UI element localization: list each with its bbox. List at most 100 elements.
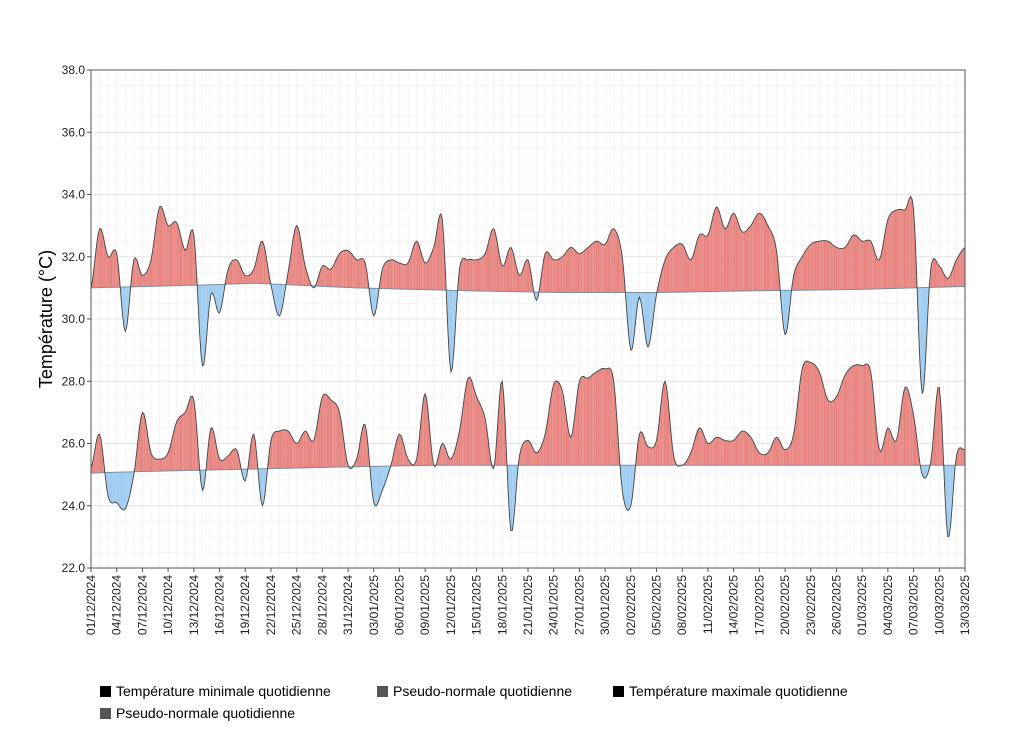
tmax-above-fill [599,242,601,293]
tmax-above-fill [796,263,798,291]
tmax-above-fill [250,271,253,284]
tmax-above-fill [687,256,690,292]
legend-label-max: Température maximale quotidienne [629,683,848,699]
chart-legend: Température minimale quotidienne Pseudo-… [100,683,980,727]
tmin-above-fill [880,448,883,466]
tmin-above-fill [736,435,738,466]
tmax-above-fill [256,252,259,284]
tmax-above-fill [693,248,696,292]
tmax-above-fill [403,264,406,290]
tmax-above-fill [260,241,263,284]
tmin-above-fill [779,440,781,466]
tmin-above-fill [613,381,616,466]
tmin-above-fill [695,433,697,466]
tmax-above-fill [826,240,828,290]
tmax-above-fill [490,229,493,292]
tmax-above-fill [805,249,807,291]
tmax-above-fill [606,238,608,293]
tmin-below-fill [130,471,133,490]
tmin-above-fill [519,449,521,466]
legend-label-normal-1: Pseudo-normale quotidienne [393,683,573,699]
tmax-above-fill [696,238,698,292]
tmin-below-fill [259,468,261,501]
tmax-above-fill [495,232,497,292]
tmin-above-fill [603,368,606,466]
tmax-above-fill [827,241,830,290]
tmax-above-fill [843,247,846,290]
tmax-above-fill [296,225,299,286]
tmin-above-fill [849,367,851,466]
tmax-above-fill [150,252,153,287]
tmin-above-fill [233,448,236,470]
tmax-above-fill [859,238,861,290]
tmin-above-fill [837,390,840,466]
tmin-above-fill [322,394,324,468]
tmax-above-fill [577,253,580,293]
tmax-below-fill [219,284,221,313]
tmax-above-fill [725,227,727,292]
tmin-above-fill [783,448,786,466]
tmin-above-fill [290,435,293,469]
tmax-above-fill [426,261,429,290]
tmin-above-fill [460,412,463,466]
tmin-above-fill [313,435,316,468]
tmin-below-fill [925,465,927,479]
tmax-above-fill [566,249,568,293]
tmin-above-fill [252,434,254,470]
tmax-above-fill [706,234,708,292]
tmin-above-fill [587,377,590,466]
tmin-above-fill [785,449,787,466]
tmin-below-fill [512,465,514,531]
tmax-above-fill [867,240,870,290]
tmax-above-fill [563,253,566,293]
tmin-above-fill [530,443,533,466]
tmin-line [90,360,966,538]
tmax-below-fill [216,284,219,313]
tmax-above-fill [293,228,296,286]
tmax-above-fill [875,253,877,290]
tmin-above-fill [940,402,943,466]
tmin-above-fill [903,387,906,466]
legend-swatch-min [100,685,111,697]
tmin-above-fill [959,447,961,466]
tmin-above-fill [139,417,141,472]
tmax-above-fill [238,261,240,284]
legend-swatch-max [613,685,624,697]
tmin-above-fill [699,427,701,466]
tmax-above-fill [156,212,159,287]
tmin-above-fill [482,409,484,466]
tmax-above-fill [386,260,389,289]
tmin-above-fill [812,363,814,466]
tmin-above-fill [192,396,194,471]
tmin-above-fill [616,413,618,466]
tmax-above-fill [146,268,149,287]
tmax-above-fill [470,259,473,291]
tmin-above-fill [612,373,614,466]
tmin-above-fill [473,387,476,466]
x-tick-label: 13/12/2024 [187,575,201,635]
x-tick-label: 07/03/2025 [907,575,921,635]
tmin-below-fill [112,472,114,504]
tmin-above-fill [312,440,314,468]
tmax-above-fill [822,240,824,290]
tmin-above-fill [232,449,234,470]
x-tick-label: 22/12/2024 [264,575,278,635]
tmin-above-fill [276,431,279,469]
tmax-above-fill [795,265,797,291]
tmax-above-fill [839,248,841,290]
tmin-above-fill [283,429,286,469]
tmin-above-fill [220,460,223,470]
tmax-above-fill [869,240,871,290]
tmax-above-fill [329,269,331,287]
tmax-above-fill [799,259,801,291]
tmin-below-fill [378,466,380,503]
tmax-above-fill [677,243,680,293]
tmin-above-fill [730,440,733,466]
tmax-below-fill [647,292,650,348]
x-tick-label: 04/03/2025 [881,575,895,635]
x-tick-label: 26/02/2025 [829,575,843,635]
tmin-above-fill [896,434,898,466]
tmin-below-fill [623,465,626,506]
tmin-above-fill [905,387,907,466]
tmin-above-fill [886,427,888,466]
